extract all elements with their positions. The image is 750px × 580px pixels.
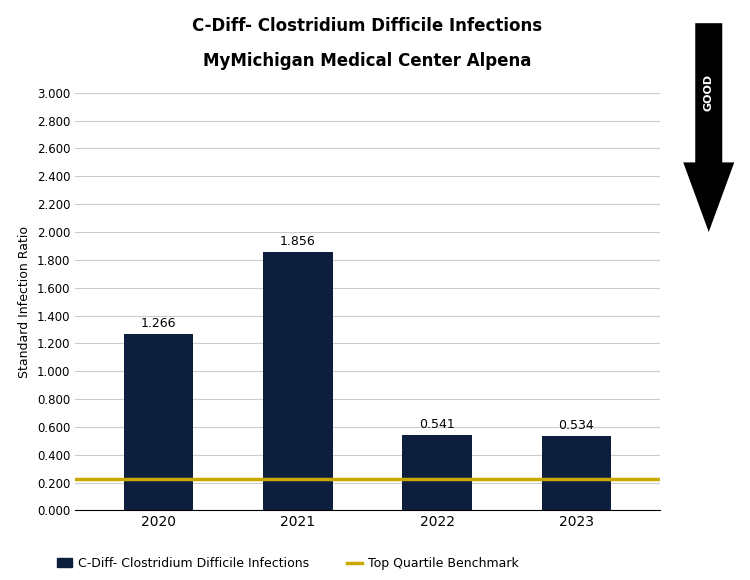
Text: 1.266: 1.266 (141, 317, 176, 330)
Text: MyMichigan Medical Center Alpena: MyMichigan Medical Center Alpena (203, 52, 532, 70)
Text: GOOD: GOOD (704, 74, 714, 111)
Text: 1.856: 1.856 (280, 235, 316, 248)
Legend: C-Diff- Clostridium Difficile Infections, Top Quartile Benchmark: C-Diff- Clostridium Difficile Infections… (52, 552, 524, 575)
Bar (542, 436, 611, 510)
Text: 0.541: 0.541 (419, 418, 455, 431)
Text: C-Diff- Clostridium Difficile Infections: C-Diff- Clostridium Difficile Infections (193, 17, 542, 35)
Bar (124, 334, 194, 510)
Text: 0.534: 0.534 (559, 419, 594, 432)
Bar (263, 252, 333, 510)
Bar (402, 435, 472, 510)
Y-axis label: Standard Infection Ratio: Standard Infection Ratio (18, 226, 31, 378)
